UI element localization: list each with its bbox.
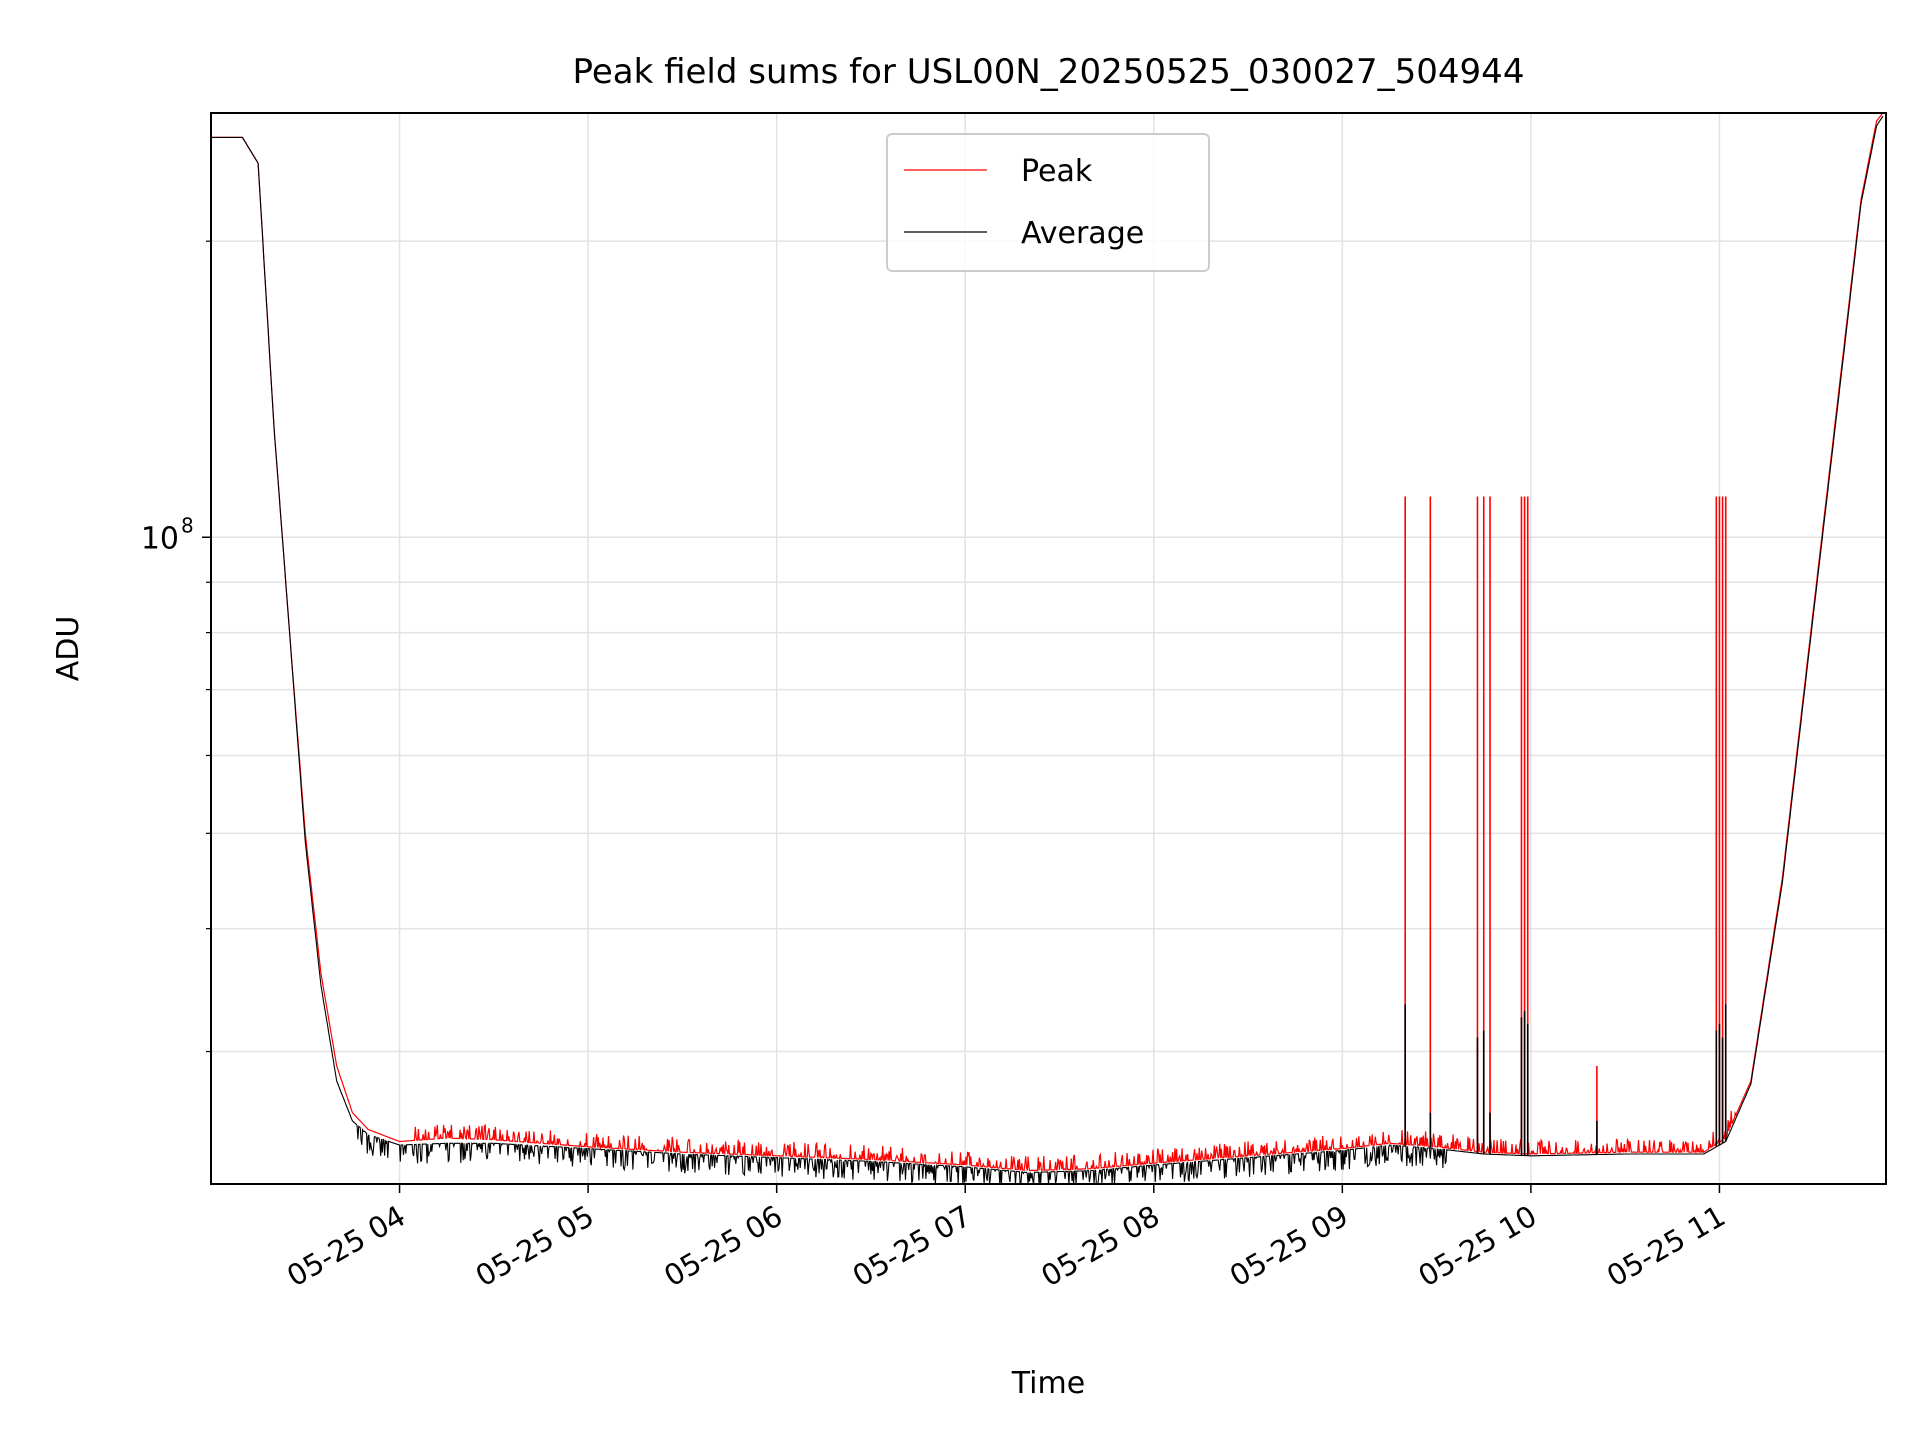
series-line-average [211, 115, 1884, 1185]
legend-label-average: Average [1021, 216, 1144, 251]
chart-title: Peak field sums for USL00N_20250525_0300… [573, 52, 1525, 92]
legend-box [886, 133, 1210, 272]
y-tick-label-exponent: 8 [181, 513, 194, 537]
y-axis-label: ADU [51, 616, 86, 682]
grid [211, 113, 1886, 1184]
legend-label-peak: Peak [1021, 154, 1093, 189]
series-line-peak [211, 112, 1884, 1172]
legend: Peak Average [886, 133, 1210, 272]
plot-series [211, 112, 1884, 1185]
x-axis-label: Time [1011, 1366, 1085, 1401]
plot-frame [210, 112, 1887, 1185]
y-tick-label-base: 10 [141, 521, 179, 556]
